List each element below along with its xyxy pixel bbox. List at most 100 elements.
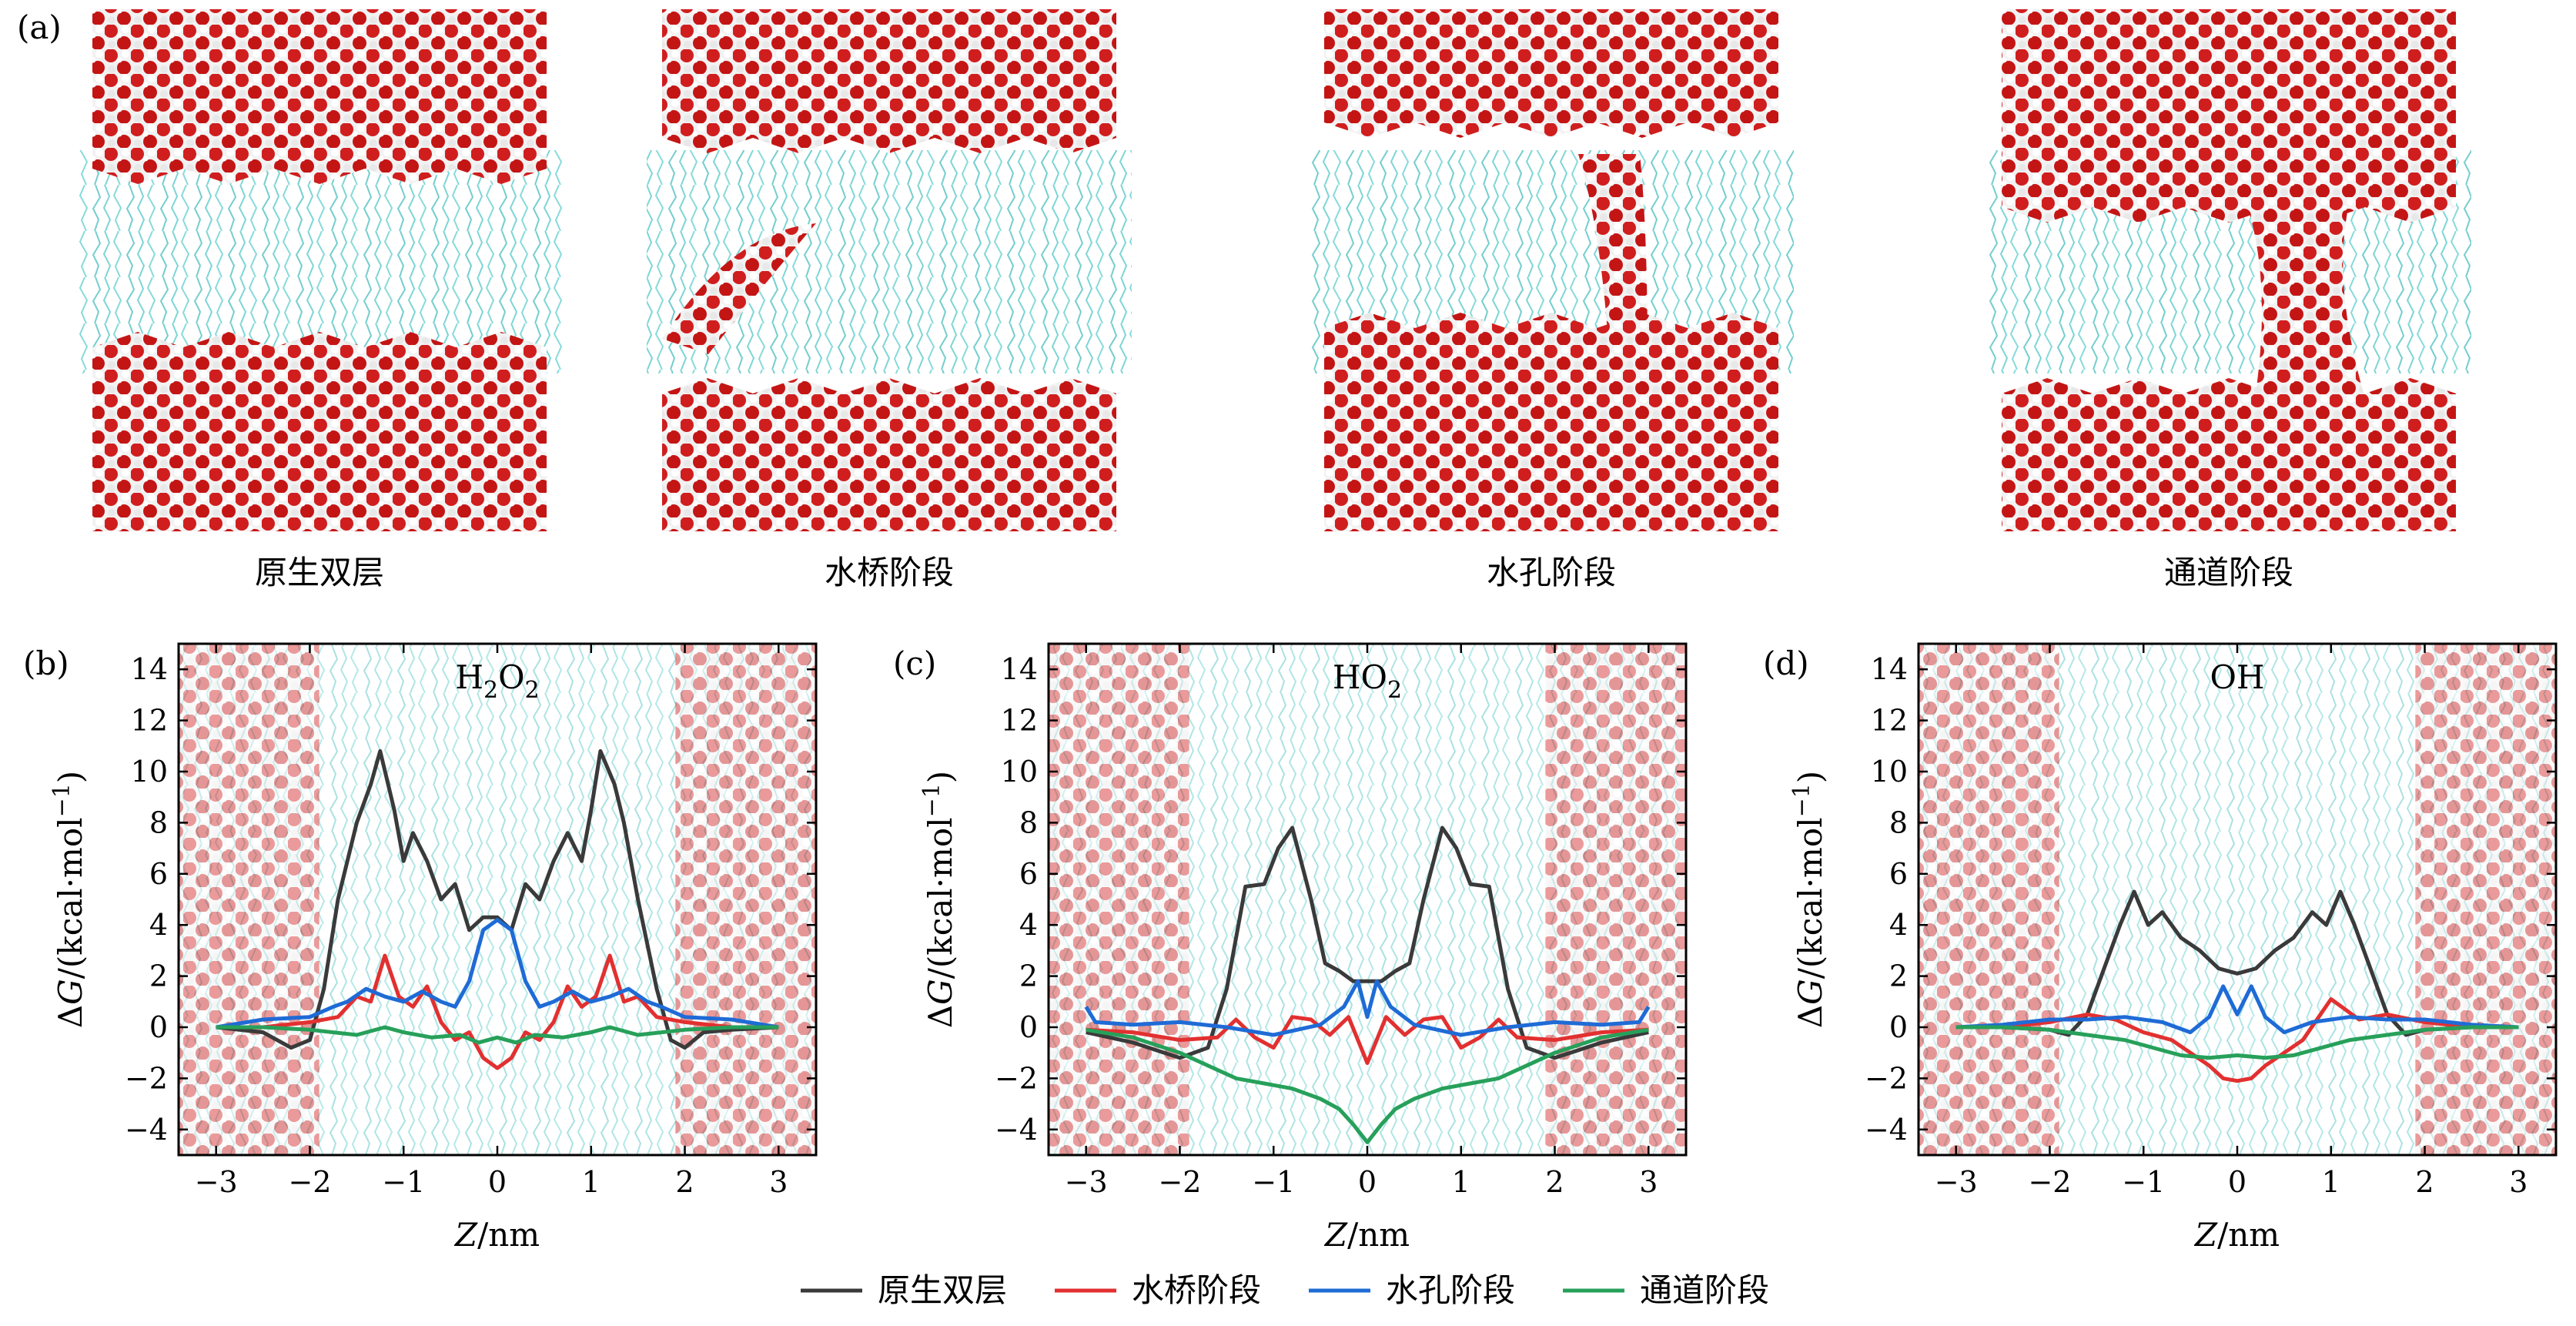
y-tick-label: 6 bbox=[1019, 857, 1038, 891]
plot-title: HO2 bbox=[1333, 658, 1402, 704]
membrane-background bbox=[1049, 644, 1686, 1155]
series-line-2 bbox=[216, 918, 779, 1030]
x-tick-label: 1 bbox=[1452, 1165, 1470, 1199]
snapshot-caption: 通道阶段 bbox=[2164, 554, 2293, 591]
water-background-right bbox=[2415, 644, 2556, 1155]
y-axis-label: ΔG/(kcal·mol−1) bbox=[918, 771, 959, 1028]
y-tick-label: 12 bbox=[1001, 704, 1038, 738]
x-tick-label: −1 bbox=[382, 1165, 425, 1199]
y-tick-label: 4 bbox=[149, 908, 168, 942]
water-slab-top bbox=[92, 9, 547, 184]
y-tick-label: 14 bbox=[1001, 652, 1038, 686]
y-tick-label: −2 bbox=[995, 1061, 1038, 1095]
snapshot-caption: 水孔阶段 bbox=[1487, 554, 1616, 591]
legend-entry-3: 通道阶段 bbox=[1563, 1271, 1769, 1309]
x-tick-label: 1 bbox=[582, 1165, 601, 1199]
x-tick-label: 1 bbox=[2322, 1165, 2340, 1199]
membrane-background bbox=[1919, 644, 2556, 1155]
snapshot-pore: 水孔阶段 bbox=[1309, 9, 1794, 591]
water-slab-bottom bbox=[1324, 313, 1778, 531]
legend-entry-0: 原生双层 bbox=[801, 1271, 1007, 1309]
y-tick-label: 0 bbox=[1019, 1010, 1038, 1044]
snapshot-bridge: 水桥阶段 bbox=[647, 9, 1132, 591]
panel-label: (c) bbox=[893, 645, 936, 682]
x-tick-label: −3 bbox=[1065, 1165, 1108, 1199]
x-tick-label: 0 bbox=[488, 1165, 507, 1199]
series-line-1 bbox=[1086, 1015, 1649, 1065]
y-tick-label: 8 bbox=[1019, 805, 1038, 839]
y-tick-label: 6 bbox=[1889, 857, 1908, 891]
snapshot-caption: 原生双层 bbox=[255, 554, 384, 591]
series-line-1 bbox=[216, 953, 779, 1070]
y-tick-label: 4 bbox=[1019, 908, 1038, 942]
y-tick-label: −4 bbox=[995, 1113, 1038, 1147]
water-background-left bbox=[1919, 644, 2059, 1155]
panel-label: (d) bbox=[1763, 645, 1809, 682]
panel-label-a: (a) bbox=[17, 8, 62, 46]
y-tick-label: 2 bbox=[1889, 959, 1908, 993]
x-axis-label: Z/nm bbox=[2193, 1216, 2280, 1254]
plot-c: −3 −2 −1 0 1 2 3−4−202468101214Z/nmΔG/(kcal·mo… bbox=[893, 642, 1688, 1254]
water-pore bbox=[1578, 154, 1648, 354]
water-channel bbox=[2248, 208, 2364, 393]
series-line-3 bbox=[216, 1025, 779, 1045]
y-tick-label: 10 bbox=[1871, 755, 1908, 789]
water-slab-bottom bbox=[92, 332, 547, 531]
water-slab-bottom bbox=[2002, 378, 2456, 531]
plot-d: −3 −2 −1 0 1 2 3−4−202468101214Z/nmΔG/(kcal·mo… bbox=[1763, 642, 2558, 1254]
legend: 原生双层 水桥阶段 水孔阶段 通道阶段 bbox=[801, 1271, 1769, 1309]
water-slab-top bbox=[1324, 9, 1778, 138]
series-line-2 bbox=[1955, 984, 2519, 1035]
series-line-0 bbox=[1955, 889, 2519, 1037]
y-tick-label: 10 bbox=[131, 755, 168, 789]
legend-entry-2: 水孔阶段 bbox=[1309, 1271, 1515, 1309]
x-tick-label: 0 bbox=[2228, 1165, 2246, 1199]
x-tick-label: 3 bbox=[769, 1165, 788, 1199]
snapshot-caption: 水桥阶段 bbox=[825, 554, 954, 591]
series-line-3 bbox=[1086, 1027, 1649, 1144]
membrane-background bbox=[179, 644, 816, 1155]
y-tick-label: 14 bbox=[1871, 652, 1908, 686]
x-tick-label: −1 bbox=[1252, 1165, 1295, 1199]
legend-label: 通道阶段 bbox=[1640, 1271, 1769, 1309]
y-tick-label: 2 bbox=[1019, 959, 1038, 993]
legend-label: 水桥阶段 bbox=[1132, 1271, 1261, 1309]
panel-label: (b) bbox=[23, 645, 69, 682]
y-tick-label: 0 bbox=[1889, 1010, 1908, 1044]
x-tick-label: −1 bbox=[2122, 1165, 2165, 1199]
legend-label: 原生双层 bbox=[878, 1271, 1007, 1309]
plot-b: −3 −2 −1 0 1 2 3−4−202468101214Z/nmΔG/(kcal·mo… bbox=[23, 642, 818, 1254]
series-line-0 bbox=[216, 748, 779, 1050]
plot-row: −3 −2 −1 0 1 2 3−4−202468101214Z/nmΔG/(kcal·mo… bbox=[23, 642, 2558, 1254]
series-lines bbox=[1084, 825, 1651, 1144]
water-slab-bottom bbox=[662, 378, 1116, 531]
water-bridge bbox=[662, 223, 816, 354]
y-tick-label: 0 bbox=[149, 1010, 168, 1044]
x-tick-label: 2 bbox=[1545, 1165, 1564, 1199]
series-line-1 bbox=[1955, 997, 2519, 1083]
snapshot-row: (a) 原生双层 水桥阶段 水孔阶段 通道阶段 bbox=[17, 8, 2471, 591]
y-tick-label: 8 bbox=[149, 805, 168, 839]
plot-title: OH bbox=[2210, 658, 2264, 696]
x-tick-label: 2 bbox=[2415, 1165, 2434, 1199]
x-tick-label: −2 bbox=[288, 1165, 331, 1199]
series-line-0 bbox=[1086, 825, 1649, 1060]
legend-label: 水孔阶段 bbox=[1386, 1271, 1515, 1309]
x-tick-label: −3 bbox=[1935, 1165, 1978, 1199]
legend-entry-1: 水桥阶段 bbox=[1055, 1271, 1261, 1309]
water-background-right bbox=[675, 644, 816, 1155]
y-tick-label: 12 bbox=[1871, 704, 1908, 738]
water-background-left bbox=[1049, 644, 1189, 1155]
series-lines bbox=[1955, 889, 2519, 1083]
y-tick-label: −2 bbox=[125, 1061, 168, 1095]
y-tick-label: 14 bbox=[131, 652, 168, 686]
y-tick-label: −2 bbox=[1865, 1061, 1908, 1095]
series-line-2 bbox=[1084, 979, 1651, 1037]
x-tick-label: −2 bbox=[1158, 1165, 1201, 1199]
water-slab-top bbox=[662, 9, 1116, 153]
x-tick-label: −2 bbox=[2028, 1165, 2071, 1199]
y-tick-label: 10 bbox=[1001, 755, 1038, 789]
y-axis-label: ΔG/(kcal·mol−1) bbox=[1788, 771, 1829, 1028]
x-tick-label: 2 bbox=[675, 1165, 694, 1199]
